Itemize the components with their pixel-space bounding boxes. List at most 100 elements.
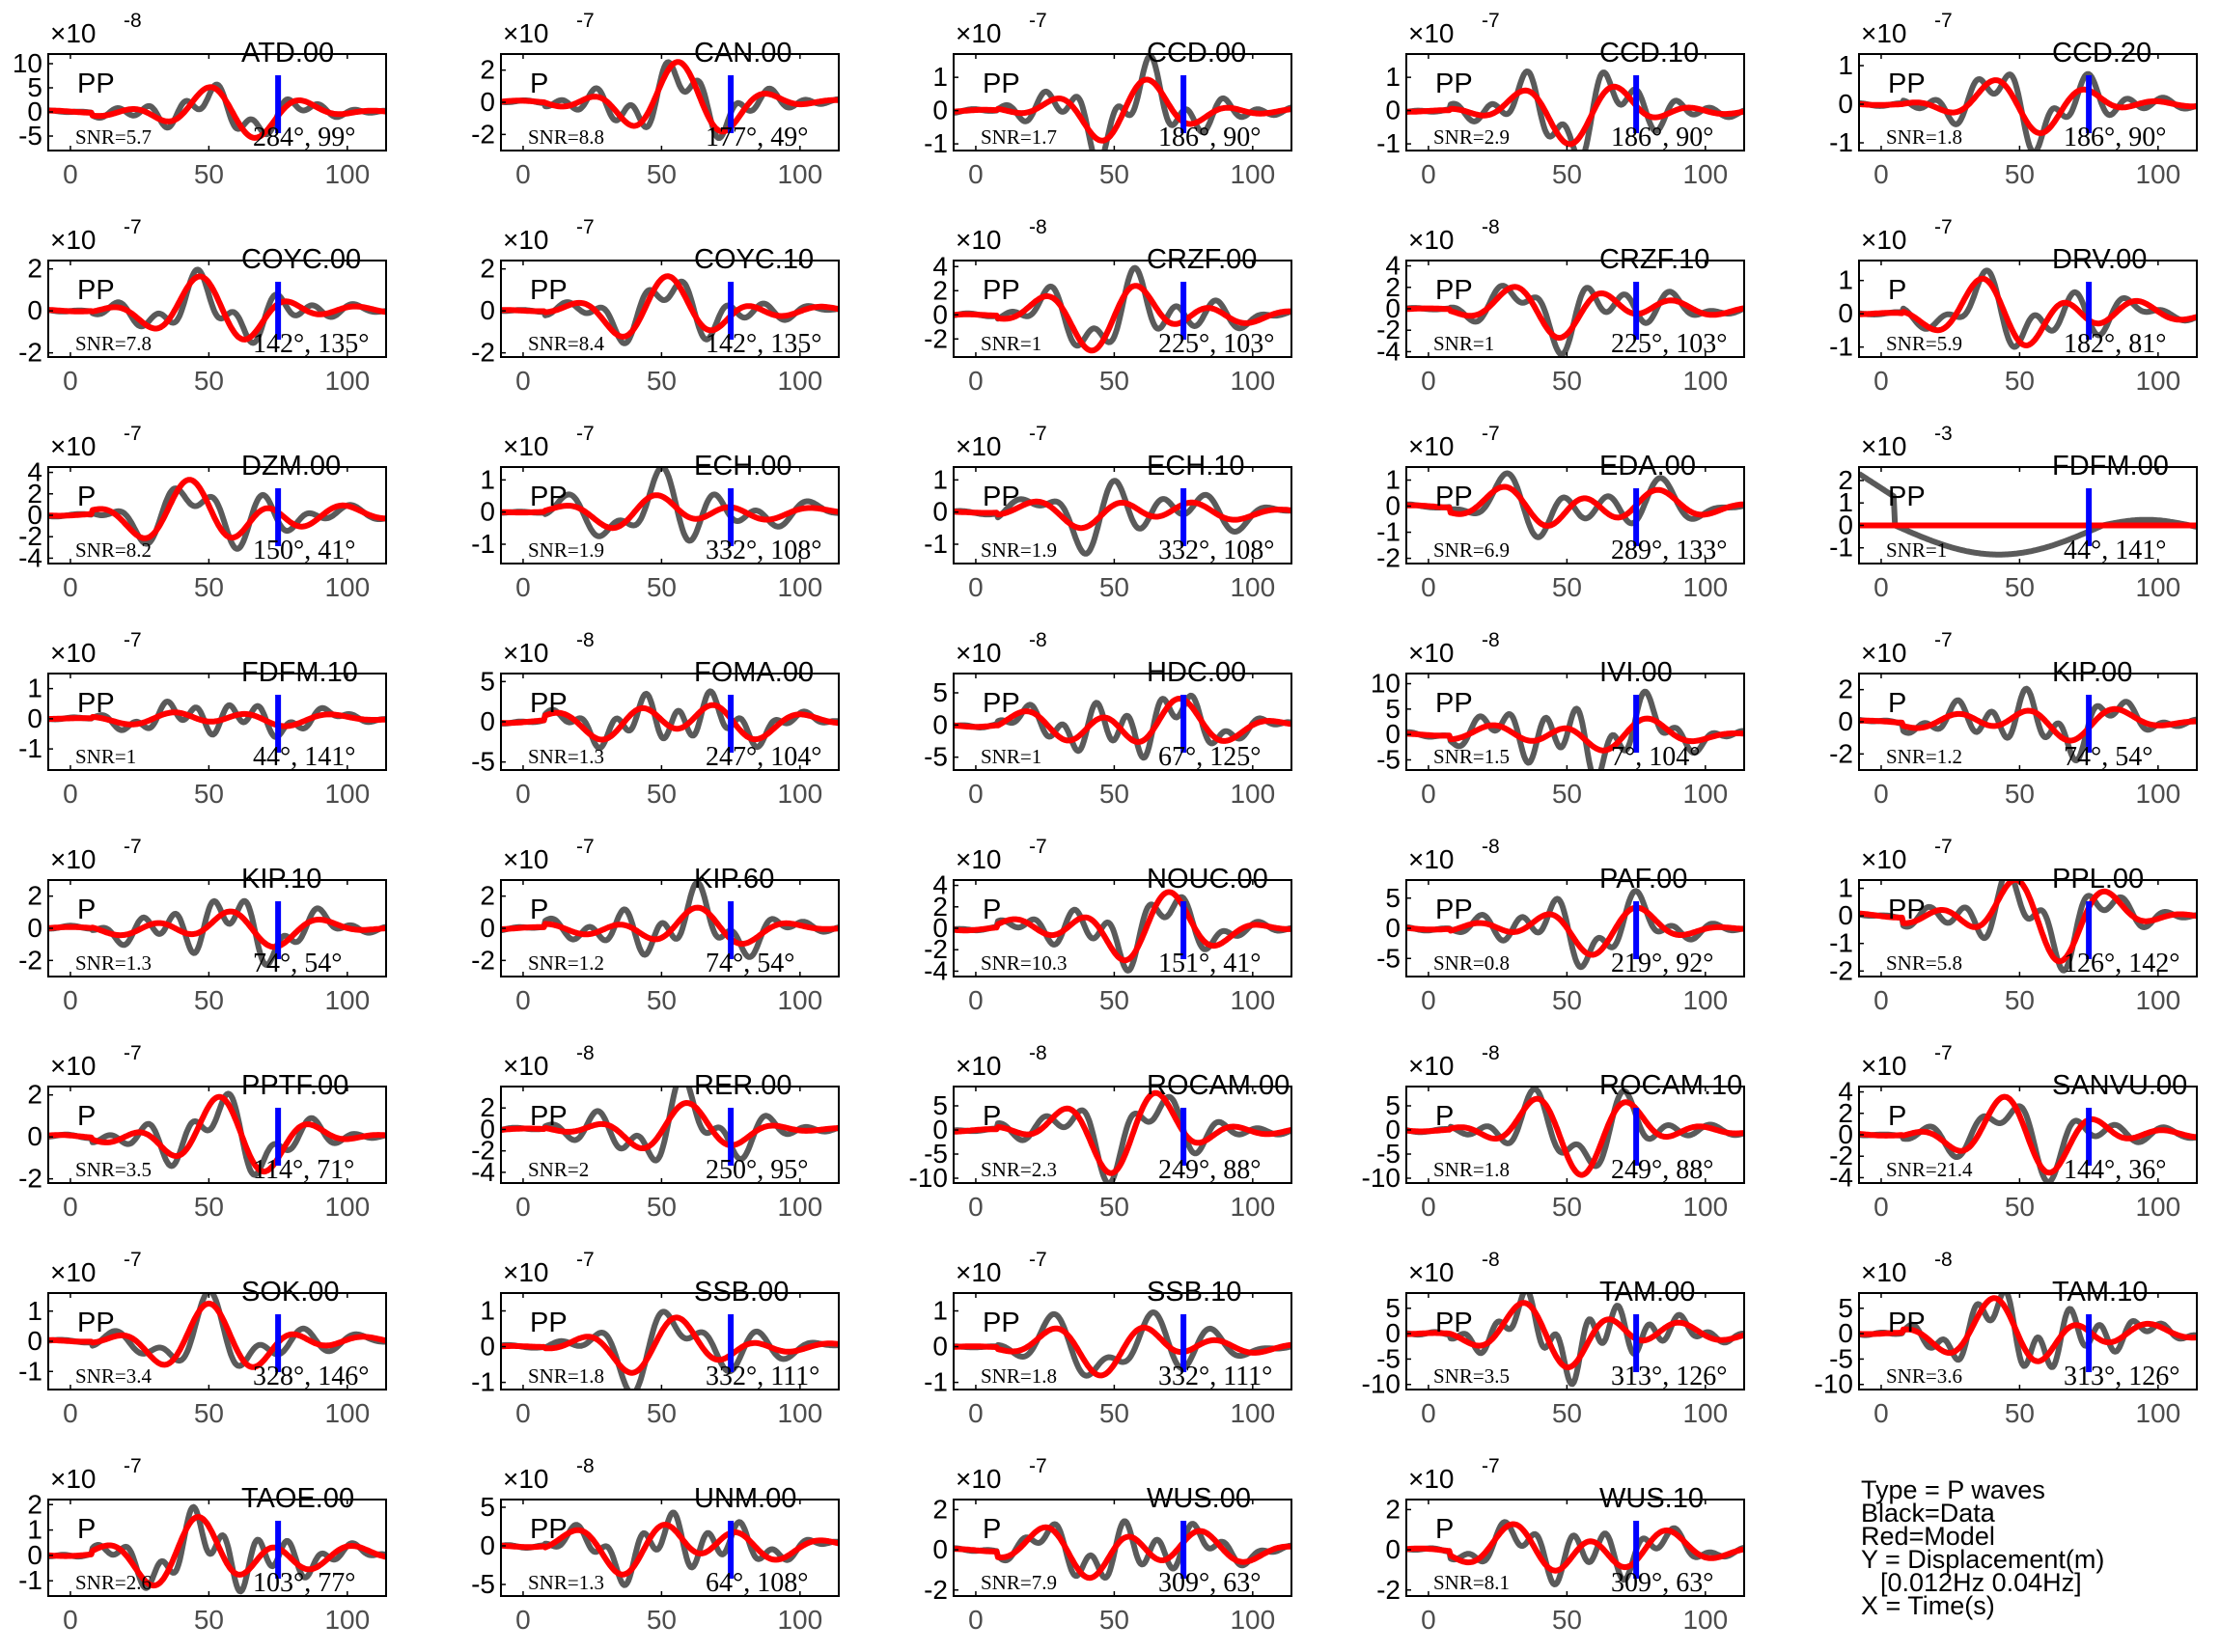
axes-box: [953, 53, 1292, 151]
y-exponent-label: ×10: [1408, 18, 1455, 48]
x-tick-label: 50: [1099, 159, 1129, 189]
station-label: COYC.00: [241, 244, 361, 275]
y-tick-label: 0: [27, 1121, 42, 1151]
x-tick-label: 0: [63, 779, 78, 809]
y-exponent-label: ×10: [956, 431, 1002, 461]
x-tick-label: 50: [1552, 366, 1582, 396]
station-label: UNM.00: [694, 1483, 796, 1514]
x-tick-label: 0: [1421, 572, 1436, 602]
legend-x-line: X = Time(s): [1861, 1591, 1995, 1620]
y-tick-label: -4: [1829, 1162, 1853, 1192]
x-tick-label: 0: [515, 779, 531, 809]
data-trace: [501, 59, 839, 141]
x-tick-label: 0: [1421, 1605, 1436, 1635]
x-tick-label: 0: [63, 366, 78, 396]
phase-label: PP: [1435, 275, 1473, 306]
model-trace: [954, 696, 1291, 745]
y-tick-label: 2: [480, 1092, 495, 1122]
x-tick-label: 50: [647, 1398, 677, 1428]
y-tick-label: 0: [1838, 900, 1853, 930]
x-tick-label: 0: [968, 985, 984, 1015]
x-tick-label: 50: [2005, 779, 2035, 809]
snr-label: SNR=1: [981, 332, 1041, 355]
x-tick-label: 50: [1099, 1398, 1129, 1428]
snr-label: SNR=8.4: [528, 332, 604, 355]
phase-label: P: [77, 482, 96, 512]
x-tick-label: 0: [515, 1192, 531, 1222]
y-tick-label: 0: [480, 706, 495, 736]
y-tick-label: -1: [18, 1356, 42, 1386]
azimuth-distance-label: 114°, 71°: [253, 1155, 354, 1185]
data-trace: [1406, 888, 1744, 971]
phase-label: P: [77, 1101, 96, 1132]
azimuth-distance-label: 219°, 92°: [1611, 949, 1713, 978]
phase-label: PP: [1435, 482, 1473, 512]
y-exponent-value: -8: [1029, 1042, 1047, 1064]
y-tick-label: -2: [18, 945, 42, 975]
y-exponent-label: ×10: [503, 638, 549, 668]
phase-label: PP: [530, 275, 568, 306]
y-exponent-label: ×10: [50, 1257, 97, 1287]
y-tick-label: -2: [1376, 1575, 1401, 1605]
y-tick-label: 0: [27, 500, 42, 530]
azimuth-distance-label: 126°, 142°: [2064, 949, 2179, 978]
phase-label: P: [983, 1514, 1001, 1545]
azimuth-distance-label: 44°, 141°: [253, 742, 355, 772]
x-tick-label: 0: [1873, 572, 1889, 602]
y-tick-label: 2: [27, 254, 42, 284]
axes-box: [953, 260, 1292, 358]
model-trace: [48, 1300, 386, 1370]
model-trace: [954, 76, 1291, 144]
x-tick-label: 50: [194, 572, 224, 602]
y-tick-label: -1: [471, 529, 495, 559]
station-label: SSB.00: [694, 1277, 789, 1308]
station-label: ECH.10: [1147, 451, 1245, 482]
data-trace: [1406, 470, 1744, 540]
y-tick-label: 0: [480, 913, 495, 943]
phase-label: PP: [530, 1101, 568, 1132]
x-tick-label: 0: [968, 1192, 984, 1222]
y-tick-label: 5: [480, 1492, 495, 1522]
phase-label: PP: [983, 69, 1020, 99]
y-tick-label: 0: [1385, 719, 1401, 749]
x-tick-label: 100: [324, 1605, 370, 1635]
snr-label: SNR=1.5: [1433, 745, 1510, 768]
x-tick-label: 0: [1421, 159, 1436, 189]
y-tick-label: -2: [18, 521, 42, 551]
y-exponent-label: ×10: [1408, 1464, 1455, 1494]
y-exponent-value: -7: [124, 1455, 142, 1477]
snr-label: SNR=1.9: [528, 538, 604, 562]
x-tick-label: 50: [647, 779, 677, 809]
x-tick-label: 100: [324, 1398, 370, 1428]
y-tick-label: -1: [924, 128, 948, 158]
snr-label: SNR=1: [75, 745, 136, 768]
y-exponent-value: -7: [1029, 1249, 1047, 1271]
snr-label: SNR=1: [1433, 332, 1494, 355]
azimuth-distance-label: 142°, 135°: [706, 329, 821, 359]
y-tick-label: 0: [27, 1326, 42, 1356]
y-tick-label: 5: [480, 666, 495, 696]
y-tick-label: 2: [27, 1080, 42, 1110]
model-trace: [501, 1522, 839, 1578]
axes-box: [500, 466, 840, 564]
snr-label: SNR=2.6: [75, 1571, 152, 1594]
axes-box: [1405, 466, 1745, 564]
y-tick-label: 0: [27, 703, 42, 733]
y-exponent-label: ×10: [1861, 844, 1907, 874]
y-tick-label: 0: [480, 1332, 495, 1362]
y-tick-label: 0: [1838, 89, 1853, 119]
snr-label: SNR=1: [981, 745, 1041, 768]
x-tick-label: 100: [2135, 572, 2180, 602]
axes-box: [1858, 53, 2198, 151]
x-tick-label: 100: [324, 159, 370, 189]
model-trace: [1406, 284, 1744, 342]
y-tick-label: -2: [924, 323, 948, 353]
y-exponent-label: ×10: [50, 1051, 97, 1081]
azimuth-distance-label: 44°, 141°: [2064, 536, 2166, 565]
y-tick-label: 2: [27, 479, 42, 509]
model-trace: [954, 1524, 1291, 1582]
y-exponent-label: ×10: [50, 844, 97, 874]
